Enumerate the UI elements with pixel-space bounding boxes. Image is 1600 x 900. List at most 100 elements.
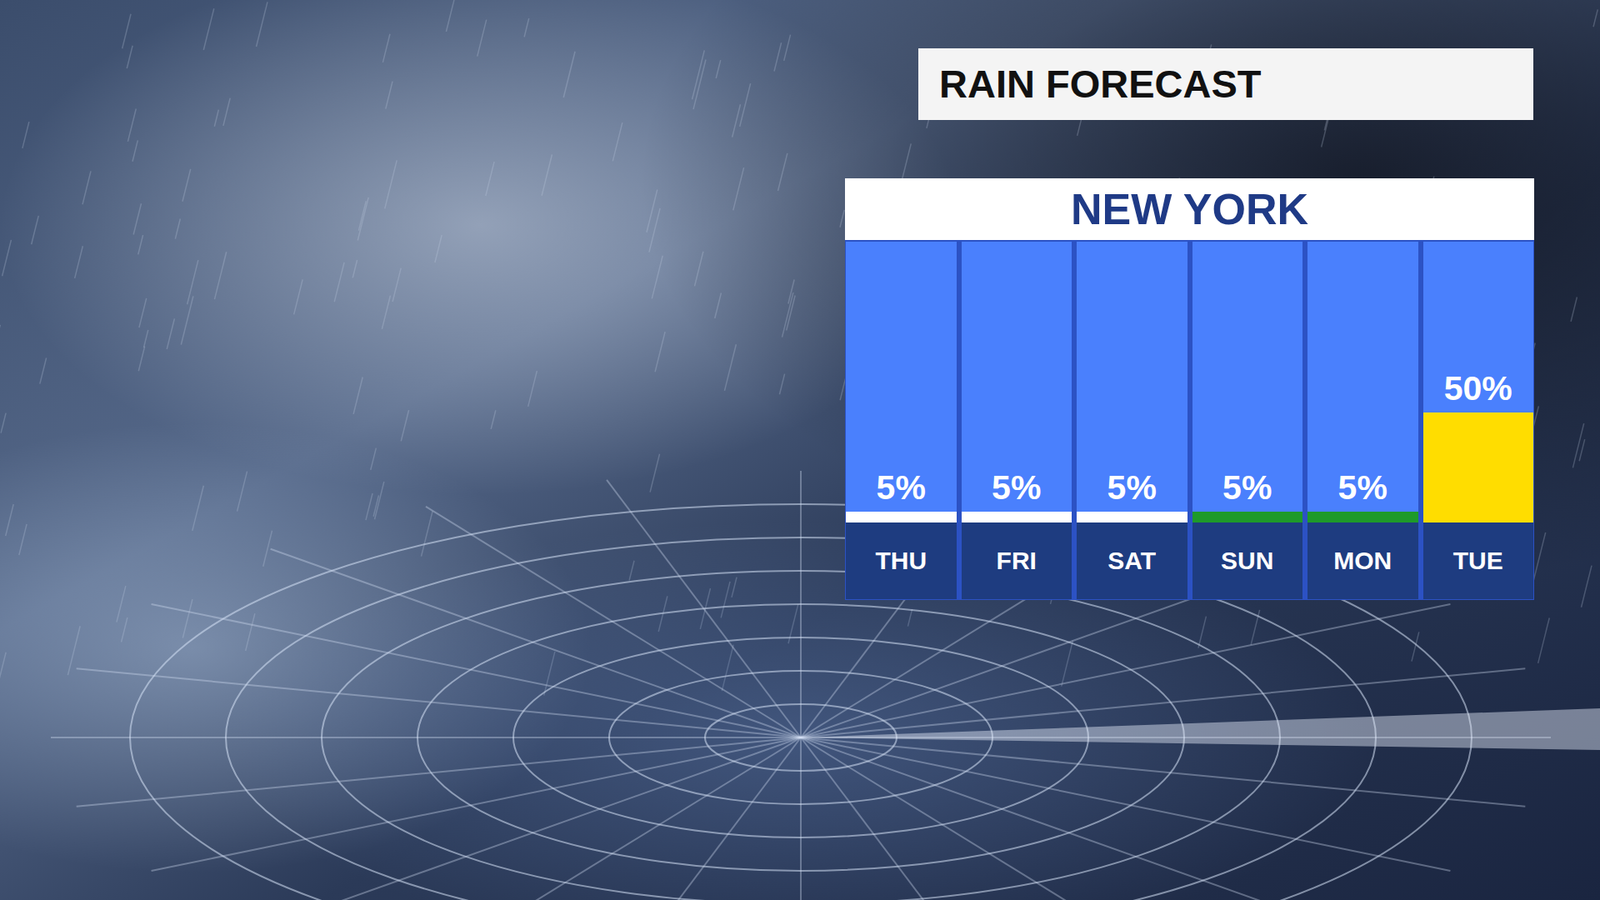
- category-cell: SAT: [1076, 522, 1188, 600]
- rain-streak: [138, 346, 145, 372]
- rain-streak: [779, 374, 785, 395]
- radar-spoke: [151, 737, 801, 871]
- rain-streak: [1570, 297, 1577, 322]
- rain-streak: [385, 81, 393, 110]
- bar: [1307, 511, 1419, 523]
- rain-streak: [0, 413, 6, 434]
- rain-streak: [778, 153, 788, 191]
- rain-streak: [732, 104, 741, 137]
- rain-streak: [1581, 565, 1593, 608]
- rain-streak: [784, 35, 791, 61]
- rain-streak: [651, 255, 663, 300]
- category-label: TUE: [1423, 522, 1535, 600]
- rain-streak: [1579, 439, 1585, 461]
- bar: [845, 511, 957, 523]
- rain-streak: [357, 197, 369, 241]
- rain-streak: [127, 109, 136, 142]
- rain-streak: [353, 376, 363, 414]
- rain-streak: [67, 625, 80, 675]
- rain-streak: [392, 268, 401, 302]
- radar-beam: [800, 708, 1600, 750]
- bar: [1192, 511, 1304, 523]
- rain-streak: [715, 60, 720, 79]
- data-label: 5%: [1307, 468, 1419, 507]
- rain-streak: [214, 251, 226, 300]
- rain-streak: [121, 617, 128, 643]
- data-label: 5%: [1192, 468, 1304, 507]
- data-label: 5%: [845, 468, 957, 507]
- rain-streak: [477, 20, 487, 57]
- rain-streak: [132, 140, 138, 161]
- category-label: MON: [1307, 522, 1419, 600]
- rain-streak: [0, 325, 1, 357]
- bar: [1423, 412, 1535, 523]
- rain-streak: [786, 295, 795, 330]
- rain-streak: [695, 251, 704, 287]
- radar-spoke: [270, 737, 801, 900]
- rain-streak: [490, 410, 496, 430]
- title: RAIN FORECAST: [939, 48, 1261, 120]
- subtitle: NEW YORK: [845, 178, 1535, 240]
- page: {"chart_data": {"type": "bar", "title": …: [0, 0, 1600, 900]
- rain-streak: [400, 410, 409, 441]
- rain-streak: [655, 331, 665, 372]
- rain-streak: [19, 524, 27, 555]
- rain-streak: [245, 613, 255, 651]
- category-cell: TUE: [1423, 522, 1535, 600]
- rain-streak: [82, 170, 91, 205]
- radar-spoke: [151, 604, 801, 738]
- rain-streak: [774, 42, 782, 71]
- rain-streak: [175, 219, 180, 240]
- rain-streak: [1593, 9, 1598, 27]
- radar-spoke: [76, 668, 801, 738]
- rain-streak: [187, 260, 199, 305]
- radar-spoke: [425, 506, 801, 738]
- rain-streak: [528, 370, 538, 407]
- rain-streak: [370, 448, 377, 470]
- category-cell: MON: [1307, 522, 1419, 600]
- rain-streak: [182, 169, 191, 202]
- radar-spoke: [800, 737, 802, 900]
- rain-streak: [445, 0, 455, 32]
- rain-streak: [1533, 532, 1545, 580]
- radar-spoke: [800, 737, 1331, 900]
- data-label: 5%: [1076, 468, 1188, 507]
- radar-spoke: [800, 737, 995, 900]
- bar: [1076, 511, 1188, 523]
- rain-streak: [203, 8, 214, 50]
- rain-streak: [740, 83, 751, 127]
- rain-streak: [365, 493, 373, 520]
- rain-streak: [192, 485, 205, 531]
- category-label: SUN: [1192, 522, 1304, 600]
- panel: NEW YORK5%THU5%FRI5%SAT5%SUN5%MON50%TUE: [845, 178, 1535, 600]
- category-label: FRI: [961, 522, 1073, 600]
- radar-spoke: [606, 737, 801, 900]
- rain-streak: [715, 292, 722, 319]
- rain-streak: [116, 585, 126, 623]
- rain-streak: [133, 203, 141, 235]
- rain-streak: [122, 14, 131, 49]
- rain-streak: [0, 652, 6, 690]
- category-label: SAT: [1076, 522, 1188, 600]
- title-box: RAIN FORECAST: [918, 48, 1534, 120]
- radar-spoke: [76, 737, 801, 807]
- rain-streak: [214, 110, 219, 127]
- rain-streak: [420, 510, 433, 556]
- rain-streak: [385, 160, 397, 209]
- rain-streak: [139, 298, 147, 328]
- rain-streak: [733, 167, 745, 210]
- radar-spoke: [800, 737, 1525, 807]
- rain-streak: [524, 18, 530, 37]
- rain-streak: [40, 357, 47, 384]
- rain-streak: [612, 122, 623, 161]
- rain-streak: [381, 295, 390, 330]
- category-cell: SUN: [1192, 522, 1304, 600]
- rain-streak: [1321, 119, 1329, 148]
- rain-streak: [126, 45, 133, 69]
- rain-streak: [563, 51, 575, 98]
- rain-streak: [650, 454, 660, 493]
- rain-streak: [2, 240, 12, 276]
- rain-streak: [1572, 423, 1584, 468]
- rain-streak: [358, 200, 366, 230]
- rain-streak: [138, 235, 144, 255]
